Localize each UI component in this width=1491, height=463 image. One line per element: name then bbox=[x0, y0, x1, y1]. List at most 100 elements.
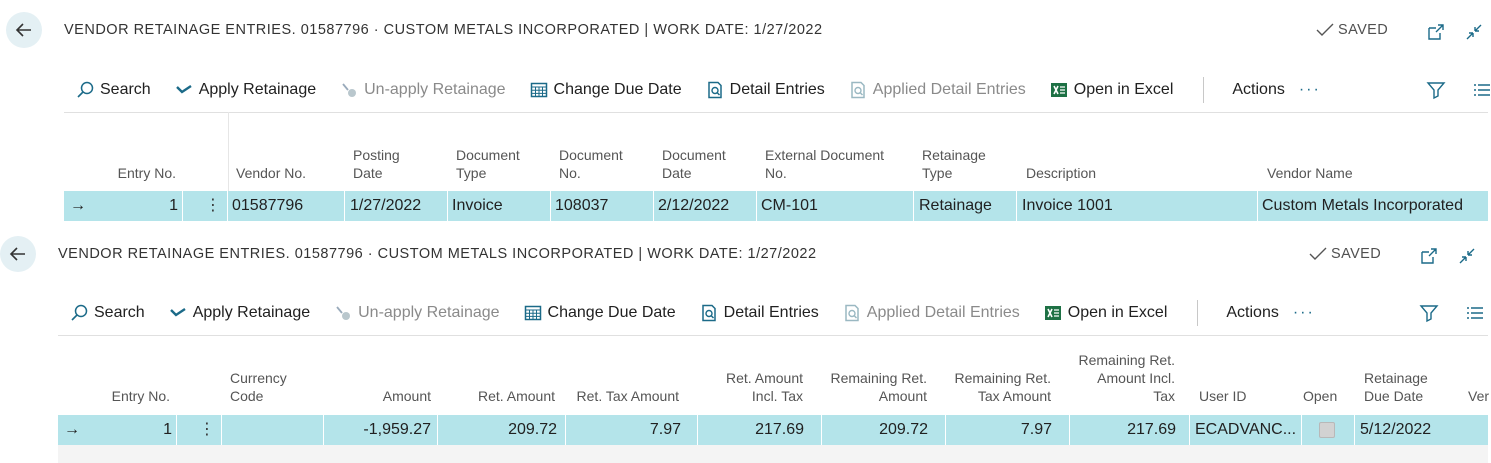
row-menu-icon[interactable]: ⋮ bbox=[205, 197, 221, 214]
cell-divider bbox=[1257, 191, 1258, 221]
cell-divider bbox=[565, 415, 566, 445]
back-button[interactable] bbox=[0, 236, 36, 272]
cell-divider bbox=[323, 415, 324, 445]
actions-menu[interactable]: Actions ··· bbox=[1232, 81, 1320, 99]
col-entry-no[interactable]: Entry No. bbox=[111, 388, 170, 404]
col-remaining-ret-tax-amount[interactable]: Remaining Ret. Tax Amount bbox=[954, 370, 1052, 404]
unapply-retainage-action[interactable]: Un-apply Retainage bbox=[334, 304, 500, 322]
col-entry-no[interactable]: Entry No. bbox=[117, 165, 176, 181]
cell-divider bbox=[1016, 191, 1017, 221]
col-remaining-ret-amount-incl-tax[interactable]: Remaining Ret. Amount Incl. Tax bbox=[1078, 352, 1176, 404]
col-document-type[interactable]: Document Type bbox=[456, 147, 520, 181]
excel-icon bbox=[1050, 83, 1067, 97]
change-due-date-label: Change Due Date bbox=[553, 81, 682, 98]
apply-retainage-label: Apply Retainage bbox=[192, 304, 311, 321]
unapply-retainage-action[interactable]: Un-apply Retainage bbox=[340, 81, 506, 99]
filter-icon[interactable] bbox=[1419, 303, 1439, 323]
table-row[interactable]: → 1 ⋮ -1,959.27 209.72 7.97 217.69 209.7… bbox=[58, 415, 1488, 445]
cell-ret-tax-amount[interactable]: 7.97 bbox=[649, 421, 681, 438]
cell-divider bbox=[945, 415, 946, 445]
cell-document-type[interactable]: Invoice bbox=[452, 197, 503, 214]
cell-ret-amount-incl-tax[interactable]: 217.69 bbox=[755, 421, 804, 438]
cell-divider bbox=[227, 191, 228, 221]
change-due-date-action[interactable]: Change Due Date bbox=[524, 304, 676, 322]
col-user-id[interactable]: User ID bbox=[1199, 388, 1247, 404]
calendar-icon bbox=[530, 82, 547, 98]
applied-detail-entries-action[interactable]: Applied Detail Entries bbox=[849, 81, 1026, 99]
col-retainage-type[interactable]: Retainage Type bbox=[922, 147, 986, 181]
list-view-icon[interactable] bbox=[1465, 303, 1485, 323]
cell-ret-amount[interactable]: 209.72 bbox=[508, 421, 557, 438]
cell-user-id[interactable]: ECADVANC... bbox=[1195, 421, 1297, 438]
cell-remaining-ret-tax-amount[interactable]: 7.97 bbox=[1020, 421, 1052, 438]
more-options-icon[interactable]: ··· bbox=[1292, 304, 1315, 321]
cell-divider bbox=[1069, 415, 1070, 445]
filter-icon[interactable] bbox=[1426, 80, 1446, 100]
open-in-excel-action[interactable]: Open in Excel bbox=[1050, 81, 1173, 99]
search-action[interactable]: Search bbox=[76, 81, 151, 99]
collapse-icon[interactable] bbox=[1457, 246, 1477, 266]
search-action[interactable]: Search bbox=[70, 304, 145, 322]
open-new-window-icon[interactable] bbox=[1426, 22, 1446, 42]
col-currency-code[interactable]: Currency Code bbox=[230, 370, 287, 404]
cell-description[interactable]: Invoice 1001 bbox=[1022, 197, 1113, 214]
excel-icon bbox=[1044, 306, 1061, 320]
back-button[interactable] bbox=[6, 12, 42, 48]
table-row[interactable]: → 1 ⋮ 01587796 1/27/2022 Invoice 108037 … bbox=[64, 191, 1488, 221]
col-posting-date[interactable]: Posting Date bbox=[353, 147, 400, 181]
table-footer-area bbox=[58, 445, 1488, 463]
row-menu-icon[interactable]: ⋮ bbox=[199, 421, 215, 438]
detail-entries-action[interactable]: Detail Entries bbox=[700, 304, 819, 322]
col-ret-amount[interactable]: Ret. Amount bbox=[477, 388, 555, 404]
col-open[interactable]: Open bbox=[1303, 388, 1338, 404]
more-options-icon[interactable]: ··· bbox=[1298, 81, 1321, 98]
cell-divider bbox=[344, 191, 345, 221]
unapply-retainage-label: Un-apply Retainage bbox=[358, 304, 500, 321]
cell-retainage-type[interactable]: Retainage bbox=[919, 197, 992, 214]
cell-retainage-due-date[interactable]: 5/12/2022 bbox=[1360, 421, 1432, 438]
col-ret-amount-incl-tax[interactable]: Ret. Amount Incl. Tax bbox=[725, 370, 803, 404]
page-title: VENDOR RETAINAGE ENTRIES. 01587796 · CUS… bbox=[58, 246, 817, 262]
column-divider bbox=[228, 112, 229, 192]
cell-entry-no[interactable]: 1 bbox=[163, 421, 172, 438]
actions-menu-label: Actions bbox=[1226, 304, 1279, 321]
open-checkbox[interactable] bbox=[1319, 422, 1335, 438]
open-new-window-icon[interactable] bbox=[1419, 246, 1439, 266]
cell-posting-date[interactable]: 1/27/2022 bbox=[350, 197, 422, 214]
col-description[interactable]: Description bbox=[1026, 165, 1097, 181]
col-remaining-ret-amount[interactable]: Remaining Ret. Amount bbox=[830, 370, 928, 404]
cell-document-no[interactable]: 108037 bbox=[555, 197, 609, 214]
col-truncated[interactable]: Ver bbox=[1468, 388, 1490, 404]
apply-retainage-action[interactable]: Apply Retainage bbox=[169, 304, 310, 322]
list-view-icon[interactable] bbox=[1472, 80, 1491, 100]
open-in-excel-action[interactable]: Open in Excel bbox=[1044, 304, 1167, 322]
detail-entries-action[interactable]: Detail Entries bbox=[706, 81, 825, 99]
apply-retainage-action[interactable]: Apply Retainage bbox=[175, 81, 316, 99]
cell-remaining-ret-amount[interactable]: 209.72 bbox=[879, 421, 928, 438]
cell-entry-no[interactable]: 1 bbox=[169, 197, 178, 214]
arrow-left-icon bbox=[9, 247, 25, 261]
collapse-icon[interactable] bbox=[1464, 22, 1484, 42]
change-due-date-action[interactable]: Change Due Date bbox=[530, 81, 682, 99]
cell-external-document-no[interactable]: CM-101 bbox=[761, 197, 818, 214]
applied-detail-entries-action[interactable]: Applied Detail Entries bbox=[843, 304, 1020, 322]
cell-vendor-name[interactable]: Custom Metals Incorporated bbox=[1262, 197, 1463, 214]
unapply-icon bbox=[336, 306, 351, 320]
cell-divider bbox=[1301, 415, 1302, 445]
cell-document-date[interactable]: 2/12/2022 bbox=[658, 197, 730, 214]
col-vendor-name[interactable]: Vendor Name bbox=[1267, 165, 1353, 181]
col-ret-tax-amount[interactable]: Ret. Tax Amount bbox=[576, 388, 679, 404]
action-bar: Search Apply Retainage Un-apply Retainag… bbox=[64, 68, 1488, 113]
col-external-document-no[interactable]: External Document No. bbox=[765, 147, 885, 181]
col-document-no[interactable]: Document No. bbox=[559, 147, 623, 181]
search-label: Search bbox=[94, 304, 145, 321]
col-retainage-due-date[interactable]: Retainage Due Date bbox=[1364, 370, 1428, 404]
col-amount[interactable]: Amount bbox=[382, 388, 431, 404]
actions-menu[interactable]: Actions ··· bbox=[1226, 304, 1314, 322]
col-vendor-no[interactable]: Vendor No. bbox=[236, 165, 307, 181]
col-document-date[interactable]: Document Date bbox=[662, 147, 726, 181]
page-title: VENDOR RETAINAGE ENTRIES. 01587796 · CUS… bbox=[64, 22, 823, 38]
cell-vendor-no[interactable]: 01587796 bbox=[232, 197, 304, 214]
cell-remaining-ret-amount-incl-tax[interactable]: 217.69 bbox=[1127, 421, 1176, 438]
cell-amount[interactable]: -1,959.27 bbox=[363, 421, 431, 438]
